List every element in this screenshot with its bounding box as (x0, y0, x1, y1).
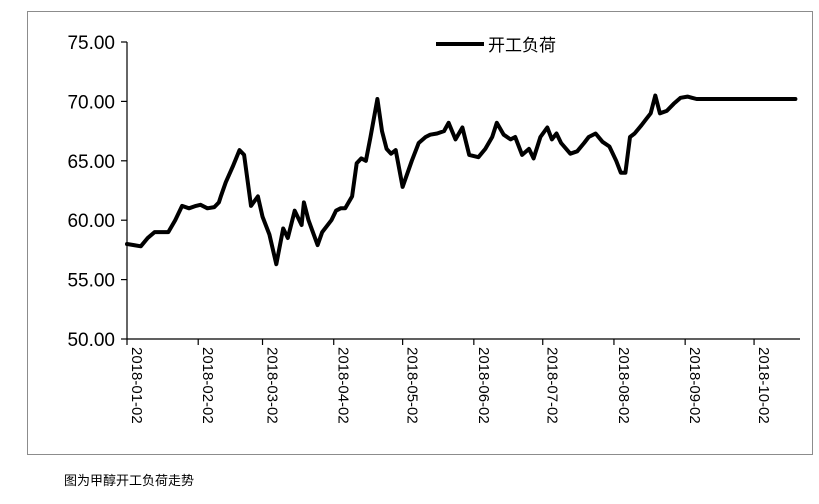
x-tick-label: 2018-10-02 (755, 347, 772, 424)
legend: 开工负荷 (436, 36, 556, 56)
x-tick-label: 2018-02-02 (199, 347, 216, 424)
figure-caption: 图为甲醇开工负荷走势 (64, 474, 195, 489)
x-tick-label: 2018-01-02 (128, 347, 145, 424)
axes (126, 42, 800, 340)
chart-frame (27, 11, 813, 455)
x-tick-label: 2018-04-02 (335, 347, 352, 424)
series-line-kaigong-fuhe (125, 93, 798, 267)
y-tick-label: 75.00 (67, 33, 115, 54)
x-tick-label: 2018-03-02 (264, 347, 281, 424)
legend-label: 开工负荷 (488, 36, 556, 56)
x-tick-label: 2018-06-02 (475, 347, 492, 424)
x-tick-label: 2018-05-02 (404, 347, 421, 424)
y-tick-label: 60.00 (67, 211, 115, 232)
y-tick-label: 55.00 (67, 271, 115, 292)
x-tick-label: 2018-07-02 (544, 347, 561, 424)
y-tick-label: 65.00 (67, 152, 115, 173)
y-tick-label: 50.00 (67, 330, 115, 351)
y-axis-ticks: 50.00 55.00 60.00 65.00 70.00 75.00 (67, 33, 127, 351)
y-tick-label: 70.00 (67, 92, 115, 113)
x-axis-ticks: 2018-01-02 2018-02-02 2018-03-02 2018-04-02… (126, 339, 772, 424)
x-tick-label: 2018-08-02 (615, 347, 632, 424)
x-tick-label: 2018-09-02 (686, 347, 703, 424)
